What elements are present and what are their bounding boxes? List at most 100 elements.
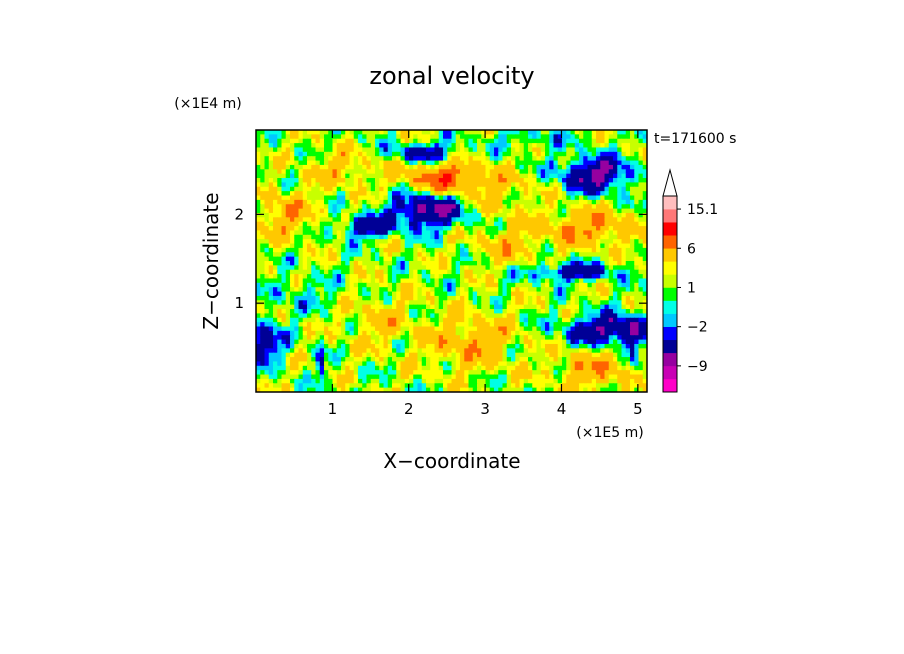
field-cell [468,160,474,166]
field-cell [634,361,640,367]
field-cell [472,164,478,170]
field-cell [591,247,597,253]
field-cell [370,156,376,162]
field-cell [477,313,482,319]
field-cell [638,247,644,253]
field-cell [387,361,393,367]
field-cell [341,239,346,245]
field-cell [566,130,572,135]
field-cell [370,230,376,236]
field-cell [455,282,461,288]
field-cell [392,326,397,332]
field-cell [451,195,457,201]
field-cell [353,164,359,170]
field-cell [375,208,380,214]
field-cell [311,269,317,275]
field-cell [366,335,372,341]
field-cell [290,365,295,371]
field-cell [383,361,389,367]
field-cell [273,156,278,162]
field-cell [549,291,555,297]
field-cell [494,164,499,170]
field-cell [362,269,368,275]
field-cell [260,247,266,253]
field-cell [621,151,627,157]
field-cell [498,265,504,271]
field-cell [485,247,491,253]
field-cell [383,204,389,210]
field-cell [392,186,397,192]
field-cell [311,221,317,227]
field-cell [579,287,584,293]
field-cell [307,234,312,240]
field-cell [625,252,631,258]
field-cell [273,313,278,319]
field-cell [336,309,342,314]
field-cell [256,309,261,314]
field-cell [443,265,448,271]
field-cell [375,199,380,205]
field-cell [642,256,647,262]
field-cell [277,343,283,349]
field-cell [392,322,397,328]
field-cell [281,143,287,149]
field-cell [370,134,376,140]
field-cell [362,291,368,297]
field-cell [417,304,423,310]
field-cell [600,130,606,135]
field-cell [608,182,614,188]
field-cell [596,339,601,345]
field-cell [642,147,647,153]
field-cell [574,173,580,179]
field-cell [625,138,631,144]
field-cell [545,169,550,175]
field-cell [256,287,261,293]
field-cell [545,234,550,240]
field-cell [455,226,461,232]
field-cell [570,317,576,323]
field-cell [298,130,304,135]
field-cell [311,330,317,336]
field-cell [468,178,474,183]
field-cell [294,335,300,341]
field-cell [502,352,508,358]
field-cell [353,361,359,367]
field-cell [341,261,346,266]
field-cell [434,278,440,284]
field-cell [417,287,423,293]
field-cell [290,199,295,205]
field-cell [417,348,423,354]
field-cell [370,335,376,341]
field-cell [451,274,457,280]
field-cell [345,365,351,371]
field-cell [400,226,406,232]
field-cell [273,191,278,197]
field-cell [502,243,508,249]
field-cell [362,208,368,214]
field-cell [438,330,444,336]
field-cell [290,169,295,175]
field-cell [290,261,295,266]
field-cell [268,178,274,183]
field-cell [502,217,508,223]
field-cell [604,195,610,201]
field-cell [281,282,287,288]
field-cell [562,361,567,367]
field-cell [630,243,635,249]
field-cell [341,282,346,288]
field-cell [562,243,567,249]
field-cell [621,169,627,175]
field-cell [570,335,576,341]
field-cell [591,182,597,188]
field-cell [596,322,601,328]
field-cell [455,230,461,236]
field-cell [638,138,644,144]
field-cell [549,178,555,183]
field-cell [574,130,580,135]
field-cell [600,300,606,306]
field-cell [557,348,563,354]
field-cell [413,287,419,293]
field-cell [515,186,521,192]
field-cell [298,199,304,205]
field-cell [285,208,291,214]
